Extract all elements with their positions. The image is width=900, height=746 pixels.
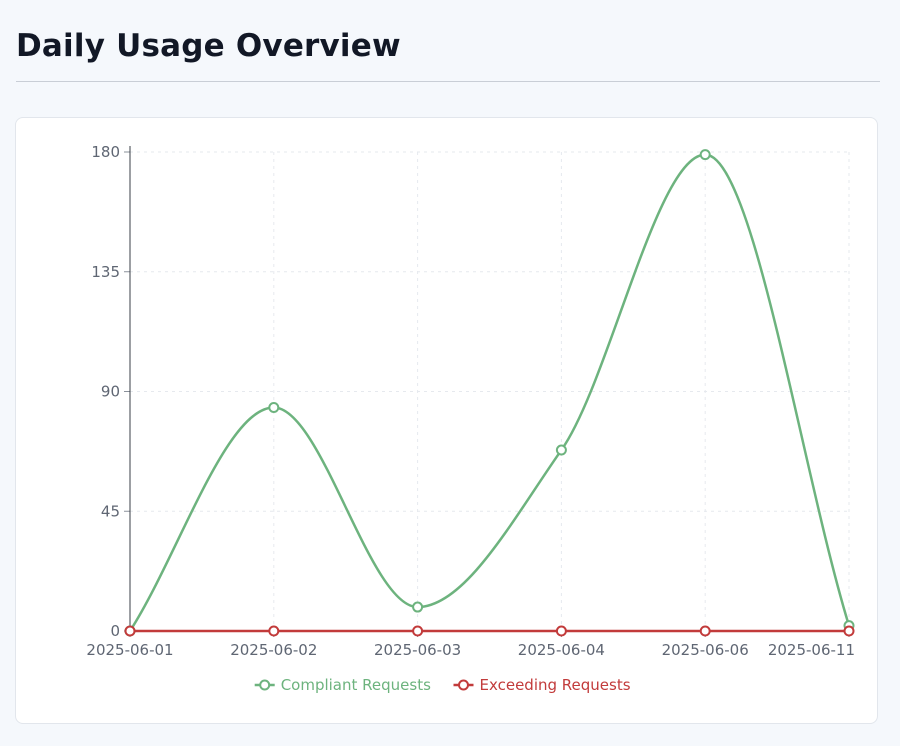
legend[interactable]: Compliant Requests Exceeding Requests	[254, 676, 631, 694]
data-series	[124, 149, 855, 637]
data-point[interactable]	[699, 625, 711, 637]
x-tick-label: 2025-06-11	[768, 641, 855, 659]
legend-label: Exceeding Requests	[480, 676, 631, 694]
y-tick-label: 90	[101, 383, 120, 401]
title-divider	[16, 81, 880, 82]
chart-card: 0 45 90 135 180 2025-06-01 2025-06-02 2025-06-0…	[15, 117, 878, 724]
y-tick-label: 135	[91, 263, 120, 281]
data-point[interactable]	[699, 149, 711, 161]
y-tick-label: 180	[91, 143, 120, 161]
data-point[interactable]	[124, 625, 136, 637]
y-tick-label: 45	[101, 502, 120, 520]
x-tick-label: 2025-06-06	[662, 641, 749, 659]
x-tick-label: 2025-06-02	[230, 641, 317, 659]
axes: 0 45 90 135 180 2025-06-01 2025-06-02 2025-06-0…	[86, 143, 855, 659]
data-point[interactable]	[843, 625, 855, 637]
grid-lines	[129, 151, 850, 632]
series-line-1	[128, 153, 851, 633]
legend-swatch-marker	[458, 679, 469, 691]
y-tick-label: 0	[110, 622, 120, 640]
legend-item[interactable]: Exceeding Requests	[453, 676, 631, 694]
legend-label: Compliant Requests	[281, 676, 431, 694]
data-point[interactable]	[412, 625, 424, 637]
data-point[interactable]	[268, 625, 280, 637]
data-point[interactable]	[268, 401, 280, 413]
data-point[interactable]	[555, 444, 567, 456]
page-title: Daily Usage Overview	[16, 28, 401, 64]
x-tick-label: 2025-06-04	[518, 641, 605, 659]
line-chart: 0 45 90 135 180 2025-06-01 2025-06-02 2025-06-0…	[86, 143, 855, 694]
legend-swatch-marker	[259, 679, 271, 691]
legend-item[interactable]: Compliant Requests	[254, 676, 431, 694]
data-point[interactable]	[555, 625, 567, 637]
x-tick-label: 2025-06-01	[86, 641, 173, 659]
data-point[interactable]	[412, 601, 424, 613]
x-tick-label: 2025-06-03	[374, 641, 461, 659]
